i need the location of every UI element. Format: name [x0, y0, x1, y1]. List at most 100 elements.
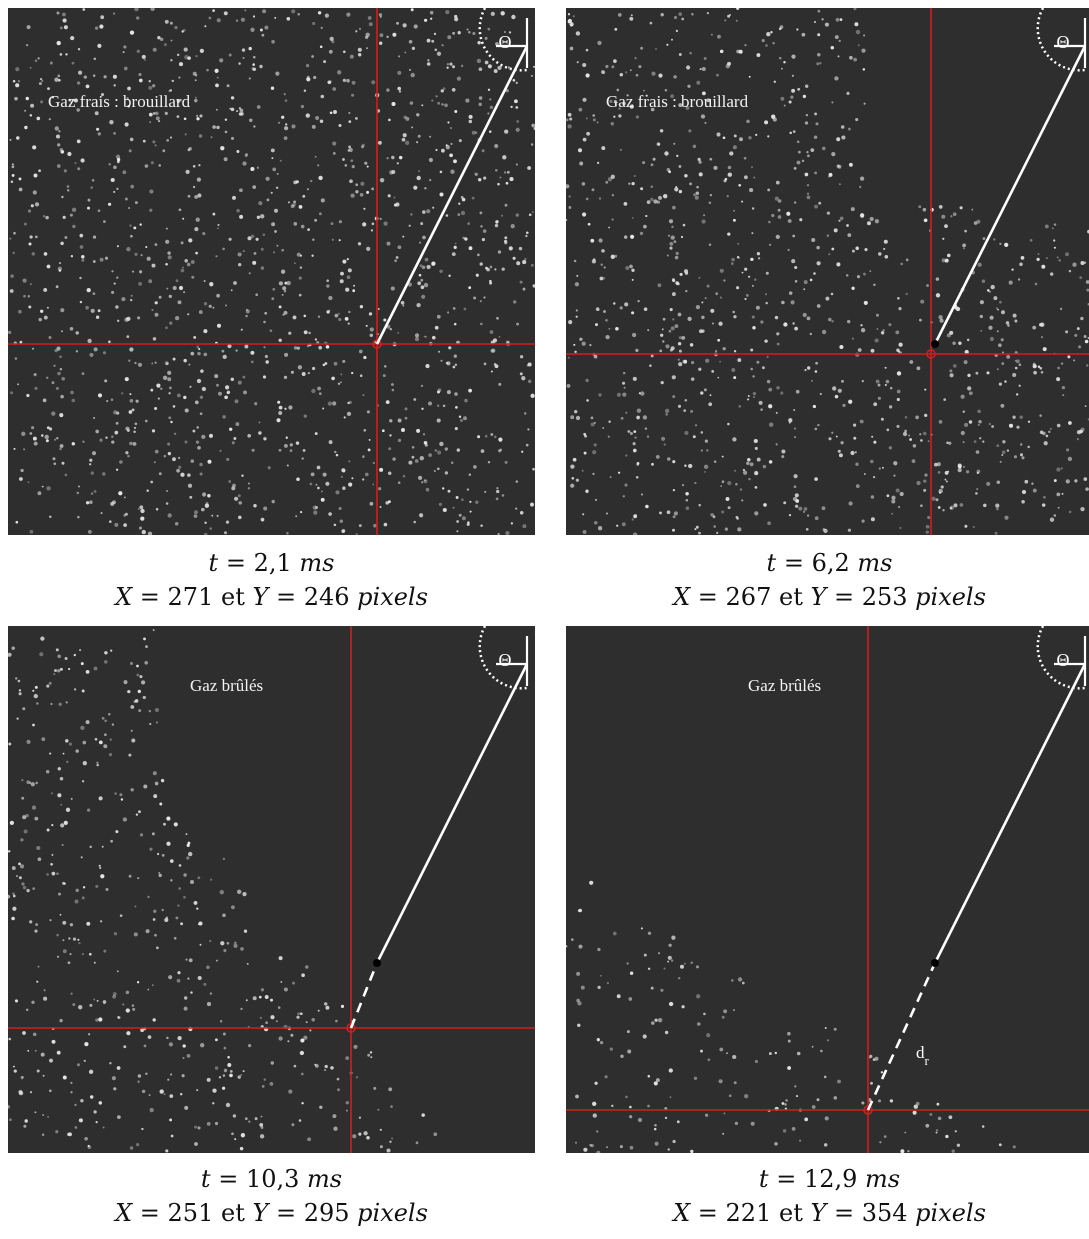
droplet [169, 89, 173, 92]
droplet [307, 228, 310, 231]
droplet [421, 407, 424, 410]
droplet [278, 1036, 283, 1041]
droplet [114, 792, 117, 795]
droplet [346, 12, 351, 17]
droplet [359, 374, 363, 377]
droplet [226, 457, 230, 461]
droplet [475, 273, 479, 277]
droplet [165, 1149, 169, 1153]
droplet [130, 729, 133, 732]
droplet [56, 11, 60, 15]
droplet [794, 326, 799, 331]
droplet [643, 89, 645, 92]
droplet [28, 305, 32, 309]
droplet [849, 55, 853, 60]
droplet [860, 328, 866, 333]
droplet [667, 960, 670, 963]
droplet [501, 267, 505, 271]
droplet [13, 231, 16, 235]
droplet [201, 386, 207, 392]
droplet [814, 21, 816, 23]
droplet [350, 193, 355, 198]
droplet [905, 258, 909, 262]
droplet [946, 333, 951, 338]
droplet [145, 1072, 148, 1075]
droplet [414, 459, 419, 463]
droplet [515, 127, 520, 132]
droplet [387, 194, 391, 198]
droplet [640, 46, 644, 50]
droplet [701, 315, 705, 320]
droplet [485, 266, 488, 270]
droplet [453, 245, 457, 249]
droplet [458, 202, 461, 205]
droplet [165, 227, 168, 230]
droplet [860, 214, 865, 219]
droplet [189, 385, 192, 388]
droplet [592, 1113, 597, 1118]
droplet [43, 989, 46, 992]
droplet [456, 76, 462, 81]
panel-4-canvas: Θ dr [566, 626, 1089, 1153]
origin-marker [931, 959, 939, 967]
droplet [122, 51, 125, 54]
droplet [299, 1050, 305, 1056]
droplet [792, 130, 796, 133]
droplet [281, 115, 285, 119]
droplet [123, 523, 127, 527]
droplet [299, 266, 303, 269]
droplet [960, 394, 965, 399]
droplet [1041, 264, 1046, 269]
droplet [927, 440, 930, 443]
droplet [933, 462, 938, 467]
droplet [694, 528, 697, 531]
droplet [410, 8, 414, 12]
droplet [358, 1132, 362, 1136]
droplet [861, 48, 866, 53]
droplet [946, 441, 949, 444]
droplet [363, 355, 367, 360]
droplet [716, 132, 721, 137]
droplet [509, 177, 514, 182]
droplet [677, 404, 682, 408]
droplet [93, 490, 97, 493]
droplet [500, 11, 505, 16]
droplet [337, 70, 342, 75]
droplet [704, 121, 707, 124]
droplet [814, 370, 818, 373]
droplet [754, 486, 758, 489]
time-line: t = 6,2 ms [766, 549, 893, 577]
droplet [95, 884, 99, 888]
droplet [176, 393, 181, 398]
droplet [357, 242, 362, 246]
droplet [80, 158, 85, 163]
droplet [833, 228, 838, 233]
droplet [744, 44, 747, 47]
droplet [1012, 313, 1017, 318]
droplet [278, 338, 282, 342]
droplet [31, 805, 37, 810]
droplet [9, 1118, 12, 1122]
droplet [831, 101, 834, 104]
radius-line [375, 45, 529, 345]
droplet [18, 692, 22, 696]
droplet [238, 515, 242, 520]
droplet [426, 209, 431, 214]
droplet [617, 13, 622, 17]
droplet [97, 393, 103, 398]
droplet [212, 1102, 215, 1105]
droplet [391, 383, 394, 386]
droplet [154, 933, 157, 937]
droplet [439, 269, 443, 274]
droplet [174, 315, 180, 321]
droplet [576, 971, 581, 976]
droplet [337, 312, 340, 315]
droplet [726, 195, 729, 198]
droplet [150, 8, 155, 12]
droplet [216, 514, 219, 517]
droplet [679, 272, 683, 276]
droplet [884, 383, 887, 387]
droplet [174, 25, 178, 30]
droplet [134, 422, 138, 426]
droplet [283, 93, 286, 96]
